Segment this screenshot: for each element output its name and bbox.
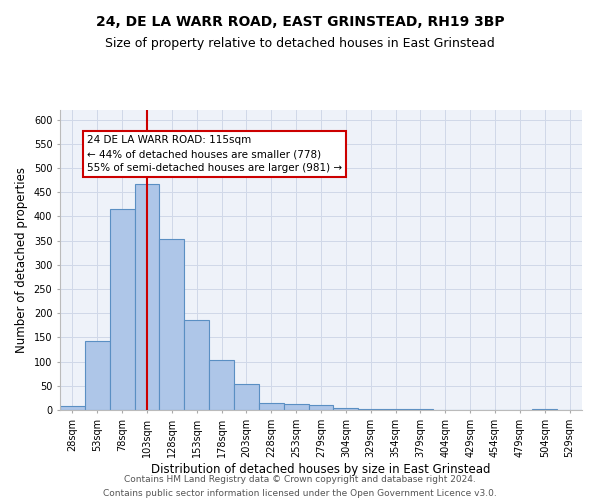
Text: Contains HM Land Registry data © Crown copyright and database right 2024.
Contai: Contains HM Land Registry data © Crown c… bbox=[103, 476, 497, 498]
Bar bbox=[259, 402, 284, 410]
Bar bbox=[383, 408, 408, 410]
Bar bbox=[60, 406, 85, 410]
Bar bbox=[532, 408, 557, 410]
Bar bbox=[408, 409, 433, 410]
Bar bbox=[134, 184, 160, 410]
Bar bbox=[160, 239, 184, 410]
X-axis label: Distribution of detached houses by size in East Grinstead: Distribution of detached houses by size … bbox=[151, 462, 491, 475]
Bar bbox=[234, 384, 259, 410]
Text: Size of property relative to detached houses in East Grinstead: Size of property relative to detached ho… bbox=[105, 38, 495, 51]
Bar bbox=[358, 408, 383, 410]
Bar bbox=[110, 209, 134, 410]
Bar bbox=[308, 405, 334, 410]
Bar bbox=[284, 404, 308, 410]
Bar bbox=[85, 341, 110, 410]
Bar bbox=[334, 408, 358, 410]
Text: 24, DE LA WARR ROAD, EAST GRINSTEAD, RH19 3BP: 24, DE LA WARR ROAD, EAST GRINSTEAD, RH1… bbox=[95, 15, 505, 29]
Text: 24 DE LA WARR ROAD: 115sqm
← 44% of detached houses are smaller (778)
55% of sem: 24 DE LA WARR ROAD: 115sqm ← 44% of deta… bbox=[87, 135, 342, 173]
Y-axis label: Number of detached properties: Number of detached properties bbox=[15, 167, 28, 353]
Bar bbox=[209, 360, 234, 410]
Bar bbox=[184, 320, 209, 410]
